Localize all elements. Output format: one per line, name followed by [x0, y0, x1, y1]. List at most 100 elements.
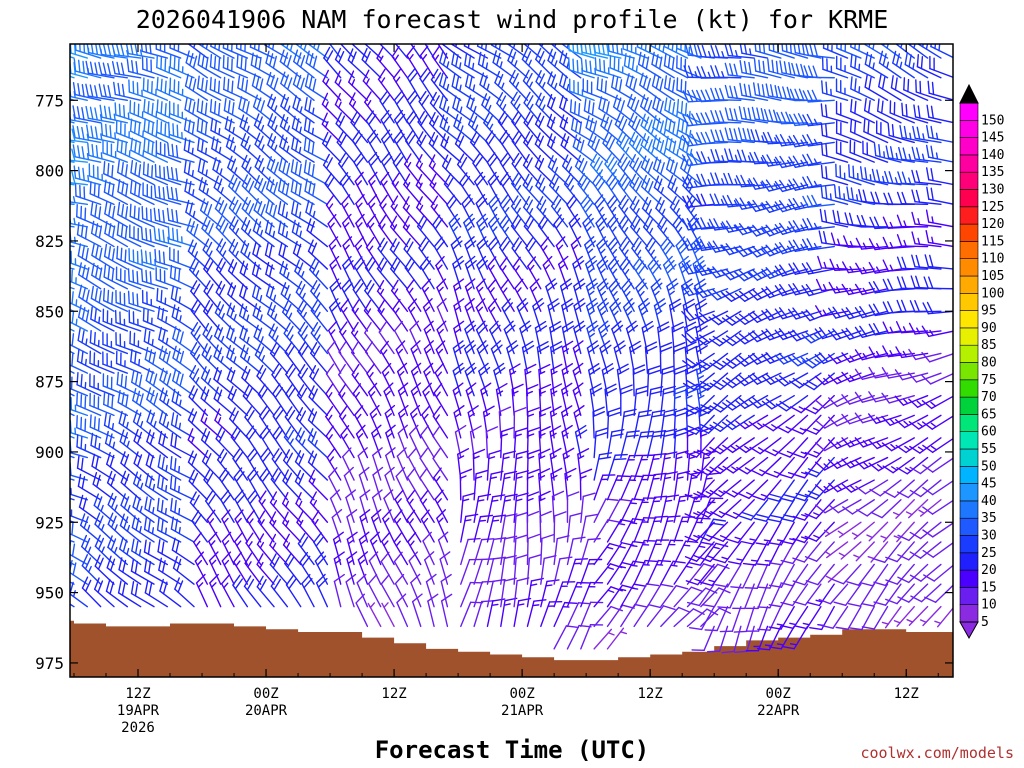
barb-half-feather: [408, 518, 414, 525]
barb-feather: [498, 130, 508, 142]
barb-feather: [231, 80, 234, 94]
barb-feather: [131, 515, 136, 529]
barb-feather: [559, 50, 564, 64]
barb-half-feather: [331, 264, 337, 270]
wind-barb: [593, 586, 623, 608]
wind-barb: [233, 467, 249, 501]
wind-barb: [403, 237, 422, 270]
wind-barb: [331, 509, 343, 543]
barb-feather: [97, 580, 104, 593]
barb-feather: [592, 157, 601, 169]
barb-shaft: [540, 537, 543, 566]
barb-shaft: [469, 431, 475, 459]
barb-feather: [265, 261, 270, 275]
barb-feather: [204, 369, 211, 382]
barb-shaft: [393, 330, 409, 355]
barb-feather: [237, 75, 241, 89]
barb-feather: [189, 53, 194, 67]
barb-feather: [433, 236, 443, 248]
barb-feather: [200, 139, 204, 153]
barb-half-feather: [478, 519, 487, 522]
barb-feather: [591, 102, 595, 116]
barb-feather: [272, 425, 281, 437]
barb-shaft: [486, 538, 495, 566]
wind-barb: [498, 406, 512, 439]
barb-feather: [83, 516, 89, 529]
barb-feather: [322, 69, 329, 82]
barb-shaft: [384, 474, 395, 501]
barb-feather: [535, 47, 542, 61]
barb-feather: [303, 117, 307, 131]
wind-barb: [487, 256, 502, 290]
wind-barb: [269, 342, 289, 374]
barb-feather: [102, 44, 107, 56]
barb-feather: [396, 113, 406, 125]
barb-feather: [103, 105, 108, 119]
barb-feather: [284, 552, 292, 565]
wind-barb: [364, 256, 382, 290]
barb-feather: [353, 256, 363, 268]
wind-barb: [394, 573, 409, 608]
barb-feather: [193, 303, 201, 315]
wind-barb: [389, 215, 409, 248]
barb-feather: [526, 510, 540, 517]
barb-half-feather: [289, 438, 294, 445]
barb-shaft: [593, 519, 609, 543]
wind-barb: [338, 341, 355, 374]
wind-barb: [577, 172, 595, 206]
wind-barb: [508, 363, 521, 397]
barb-feather: [584, 236, 595, 246]
wind-barb: [479, 72, 502, 101]
barb-feather: [216, 258, 223, 271]
barb-feather: [174, 577, 180, 590]
barb-half-feather: [366, 308, 372, 315]
barb-feather: [292, 72, 298, 85]
wind-barb: [431, 45, 449, 79]
barb-feather: [283, 96, 290, 110]
wind-barb: [126, 58, 155, 79]
wind-barb: [70, 170, 89, 186]
barb-feather: [518, 302, 529, 312]
barb-feather: [97, 184, 100, 199]
barb-feather: [572, 536, 586, 540]
barb-feather: [594, 57, 597, 71]
barb-feather: [215, 159, 221, 173]
barb-feather: [93, 331, 96, 346]
barb-feather: [216, 347, 223, 361]
barb-feather: [597, 44, 601, 55]
barb-feather: [190, 322, 199, 334]
wind-barb: [208, 551, 222, 585]
barb-feather: [308, 180, 312, 195]
barb-feather: [149, 44, 152, 55]
barb-feather: [269, 533, 277, 546]
barb-feather: [538, 73, 545, 86]
wind-barb: [499, 256, 515, 290]
barb-feather: [96, 474, 101, 488]
barb-feather: [455, 98, 461, 112]
barb-feather: [264, 219, 269, 234]
wind-barb: [114, 309, 142, 332]
barb-feather: [420, 425, 429, 436]
wind-barb: [562, 447, 575, 481]
wind-barb: [230, 426, 249, 459]
barb-feather: [471, 115, 478, 129]
barb-feather: [578, 102, 581, 117]
wind-barb: [142, 182, 169, 206]
barb-half-feather: [301, 292, 306, 300]
barb-feather: [303, 137, 307, 151]
barb-half-feather: [142, 130, 144, 138]
barb-feather: [452, 240, 463, 250]
barb-shaft: [500, 557, 506, 585]
barb-feather: [135, 390, 141, 404]
barb-feather: [277, 200, 282, 215]
barb-feather: [147, 541, 151, 555]
barb-feather: [171, 143, 174, 158]
wind-barb: [511, 110, 529, 144]
wind-barb: [466, 94, 489, 124]
barb-feather: [246, 578, 255, 591]
barb-feather: [257, 178, 264, 191]
barb-shaft: [70, 474, 89, 481]
barb-half-feather: [619, 631, 628, 635]
wind-barb: [372, 447, 383, 481]
barb-half-feather: [504, 206, 510, 214]
